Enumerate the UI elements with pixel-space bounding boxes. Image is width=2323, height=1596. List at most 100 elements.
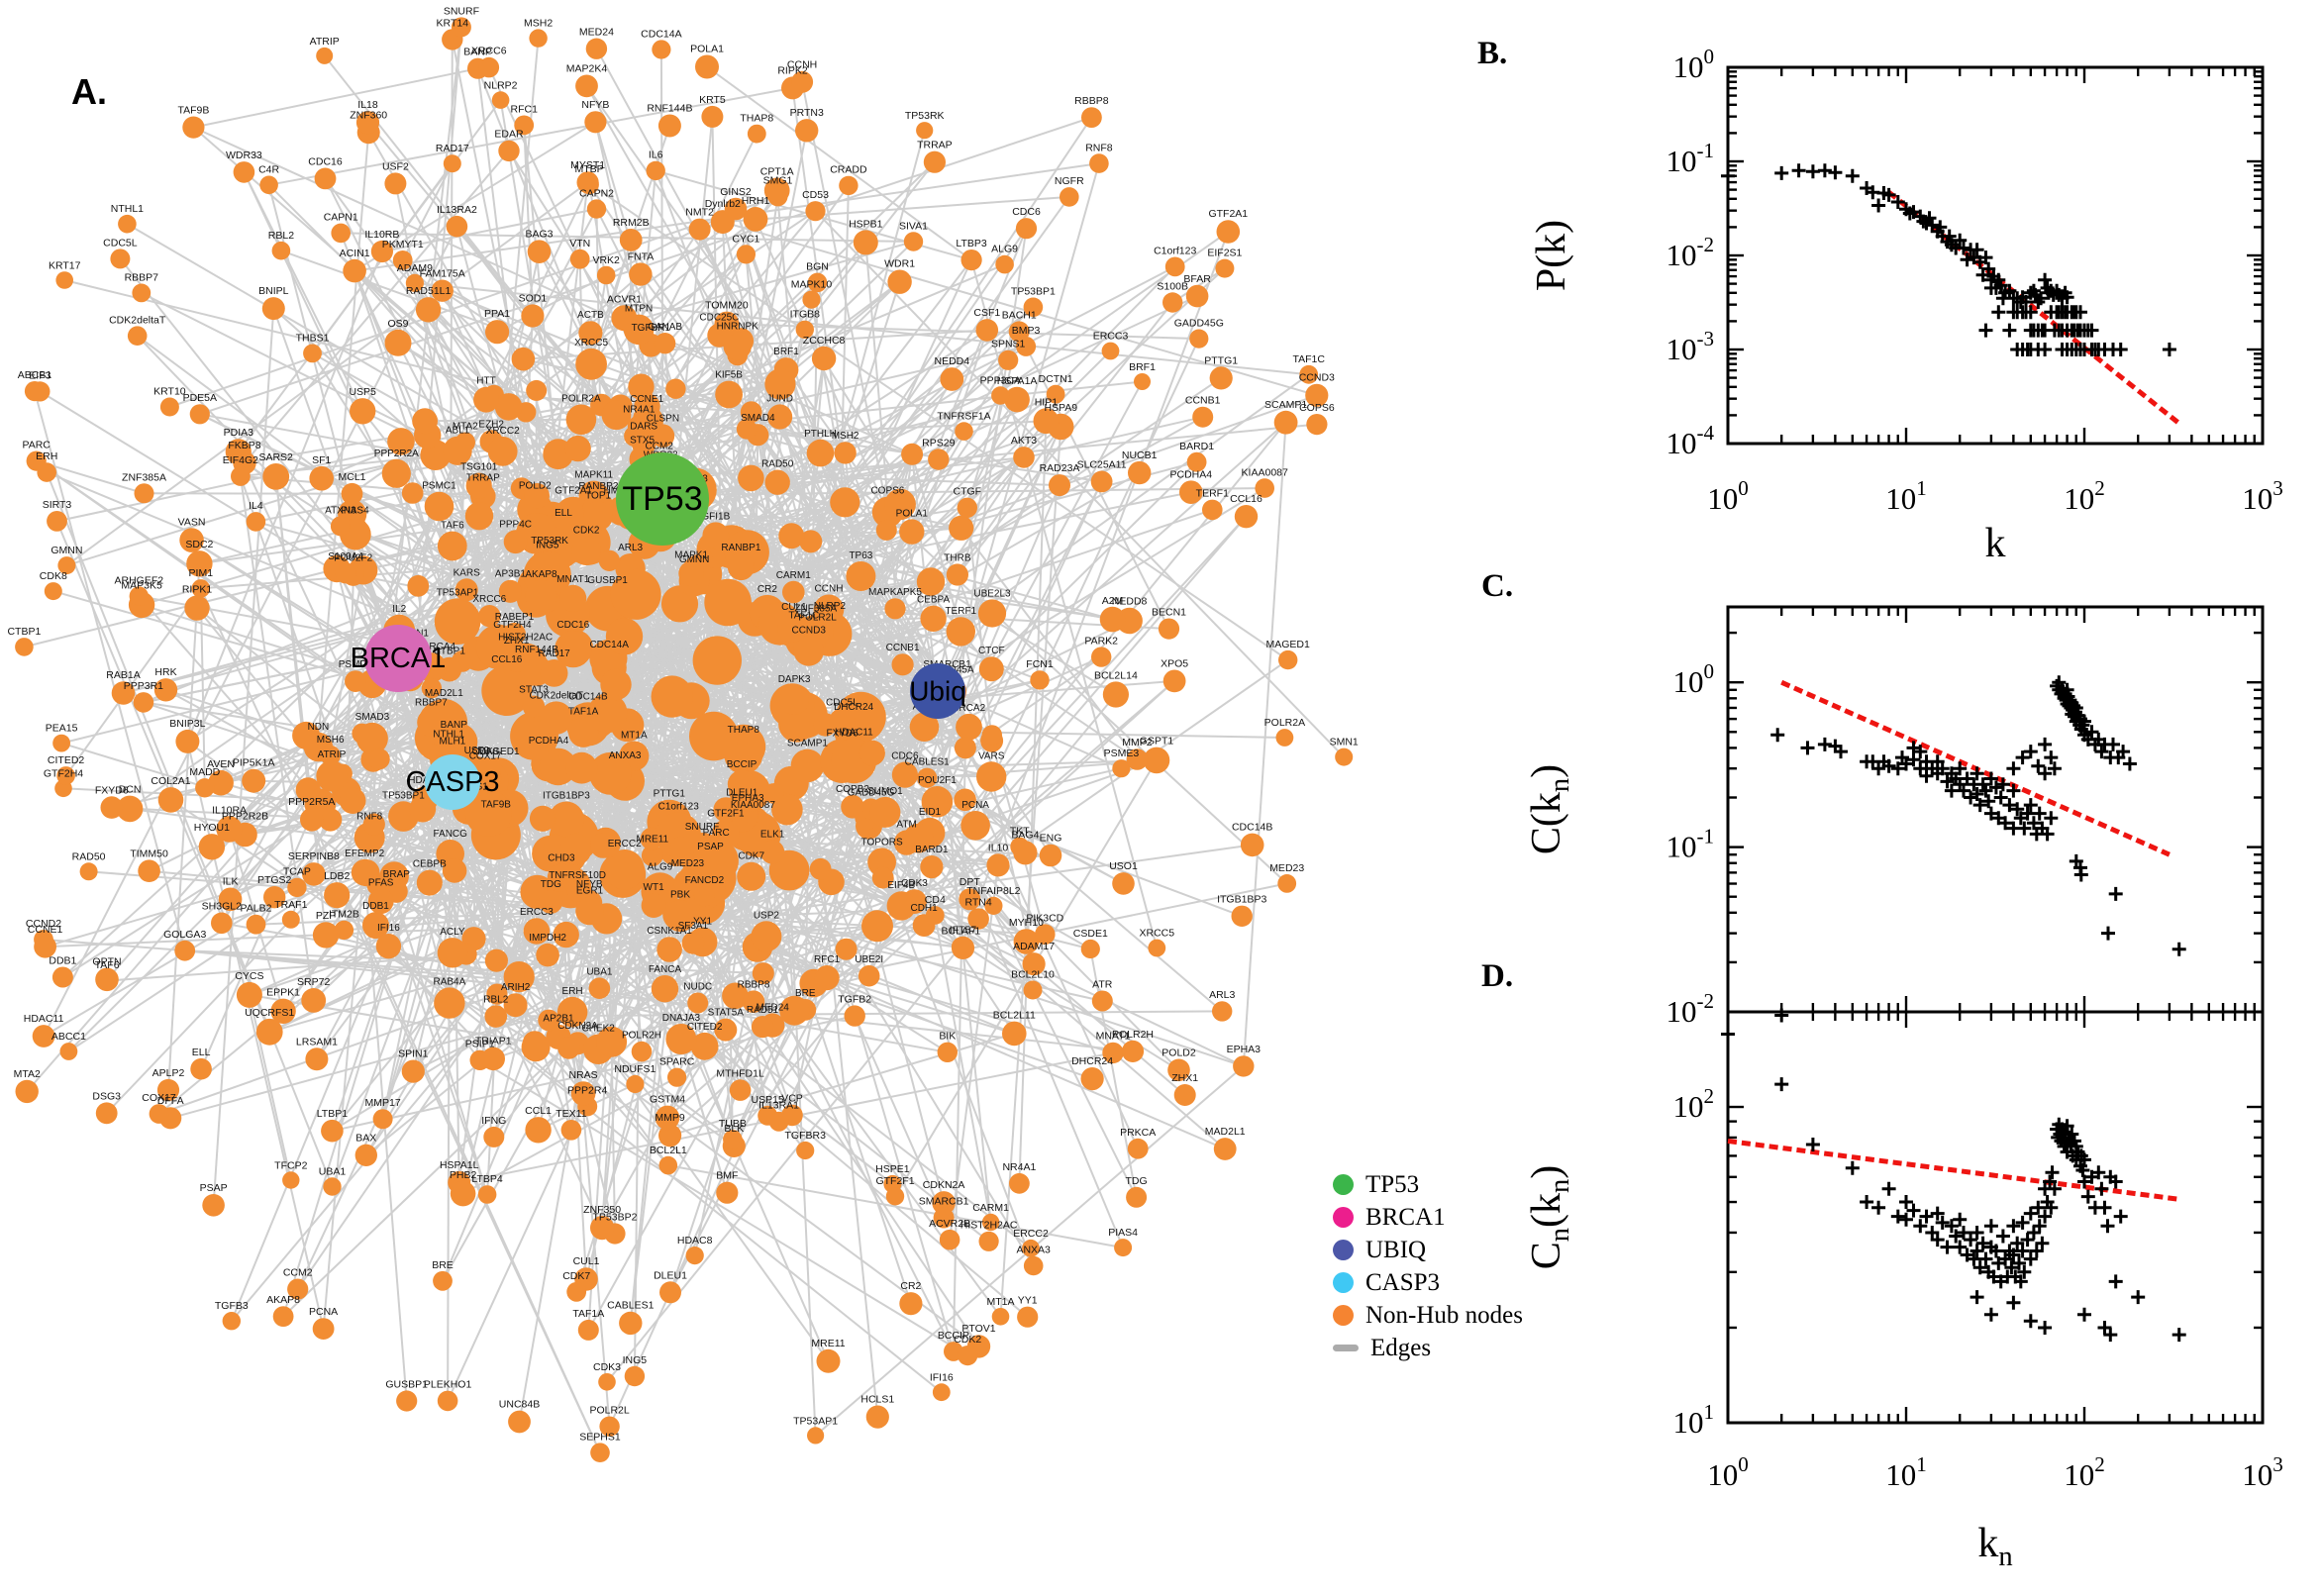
network-node — [589, 751, 632, 795]
legend-item-label: Edges — [1370, 1334, 1432, 1361]
tp53-swatch-icon — [1333, 1174, 1354, 1195]
node-label: NR4A1 — [1002, 1161, 1036, 1173]
network-node — [381, 458, 411, 488]
network-node — [844, 1005, 865, 1027]
network-node — [670, 836, 691, 857]
node-label: STX5 — [630, 436, 655, 447]
network-node — [976, 761, 1007, 792]
legend-item-label: Non-Hub nodes — [1365, 1301, 1524, 1329]
network-node — [97, 971, 117, 990]
network-node — [955, 422, 973, 441]
network-node — [590, 1216, 615, 1241]
y-tick-label: 10-1 — [1666, 139, 1714, 178]
node-label: SMN1 — [1330, 737, 1359, 748]
node-label: GTF2A1 — [1208, 208, 1248, 220]
network-node — [1008, 321, 1030, 343]
node-label: PIAS4 — [1108, 1227, 1138, 1239]
network-node — [641, 845, 663, 867]
node-label: GUSBP1 — [385, 1378, 428, 1390]
node-label: RFC1 — [510, 104, 538, 116]
network-node — [129, 586, 149, 606]
node-label: TSG101 — [460, 462, 498, 473]
network-edge — [703, 1046, 1029, 1318]
node-label: RAB4A — [434, 976, 466, 987]
node-label: ELL — [192, 1047, 211, 1058]
network-node — [1030, 670, 1050, 690]
network-node — [995, 254, 1014, 274]
network-node — [1128, 460, 1152, 485]
node-label: NR4A1 — [623, 405, 656, 416]
network-node — [222, 1312, 241, 1331]
x-tick-label: 101 — [1885, 1452, 1927, 1492]
network-edge — [43, 226, 458, 1037]
x-tick-label: 102 — [2064, 1452, 2105, 1492]
node-label: DAPK3 — [778, 674, 811, 685]
network-node — [184, 595, 210, 621]
network-node — [287, 1278, 309, 1300]
node-label: BARD1 — [1179, 441, 1214, 452]
network-node — [811, 346, 837, 371]
network-node — [56, 766, 75, 785]
node-label: MAP3K5 — [121, 580, 162, 592]
node-label: CCL16 — [1230, 493, 1262, 505]
node-label: RBL2 — [268, 230, 294, 242]
network-node — [884, 488, 916, 521]
node-label: IL10 — [988, 842, 1009, 853]
network-node — [1215, 258, 1235, 278]
network-node — [421, 677, 443, 699]
node-label: TRIAP1 — [475, 1036, 512, 1047]
node-label: ABCB1 — [18, 369, 52, 381]
node-label: CSDE1 — [1073, 928, 1108, 940]
node-label: PRKCA — [1120, 1127, 1156, 1139]
network-node — [658, 1155, 678, 1175]
node-label: RBBP7 — [415, 698, 448, 709]
network-node — [853, 230, 878, 255]
node-label: C4R — [258, 164, 279, 176]
node-label: RBL2 — [483, 994, 508, 1005]
node-label: NLRP2 — [484, 79, 518, 91]
network-node — [891, 761, 919, 788]
network-edge — [587, 181, 1289, 661]
node-label: BRAP — [383, 869, 411, 880]
network-node — [1033, 408, 1060, 435]
network-node — [387, 428, 415, 455]
network-edge — [706, 65, 972, 261]
network-panel: TP53RK KIAA0087 THAP8 CDC14B DSG3 NTHL1 SNURF M… — [7, 5, 1359, 1462]
network-node — [599, 1416, 620, 1437]
network-node — [565, 751, 598, 784]
network-node — [1278, 649, 1298, 670]
node-label: UBE2I — [855, 954, 883, 965]
network-node — [484, 1005, 508, 1028]
network-node — [839, 175, 858, 196]
network-node — [816, 1348, 841, 1373]
node-label: ERCC3 — [520, 907, 554, 918]
network-node — [15, 1079, 39, 1104]
node-label: EDAR — [494, 129, 524, 141]
node-label: CCM2 — [283, 1267, 313, 1279]
network-edge — [186, 250, 383, 743]
network-node — [651, 675, 693, 718]
node-label: ENG — [1040, 833, 1062, 845]
node-label: SNURF — [444, 5, 479, 17]
network-edge — [937, 690, 962, 948]
network-node — [316, 760, 348, 792]
node-label: AVEN — [207, 758, 235, 770]
network-node — [795, 119, 819, 143]
network-node — [631, 1041, 653, 1062]
network-edge — [39, 390, 727, 811]
node-label: RRM2B — [613, 217, 650, 229]
node-label: SPIN1 — [398, 1048, 429, 1060]
node-label: CEBPB — [413, 859, 447, 870]
network-node — [555, 496, 593, 535]
node-label: DCN — [119, 784, 142, 796]
node-label: HSPA1L — [440, 1159, 479, 1171]
node-label: RAD50 — [72, 850, 106, 862]
node-label: ZHX1 — [504, 636, 530, 647]
node-label: VTN — [569, 238, 590, 249]
network-node — [355, 722, 388, 754]
node-label: PSMD1 — [339, 659, 373, 670]
node-label: ERCC2 — [608, 839, 642, 849]
node-label: PIK3CD — [1026, 912, 1063, 924]
network-node — [1091, 647, 1112, 667]
node-label: TERF1 — [945, 606, 976, 617]
